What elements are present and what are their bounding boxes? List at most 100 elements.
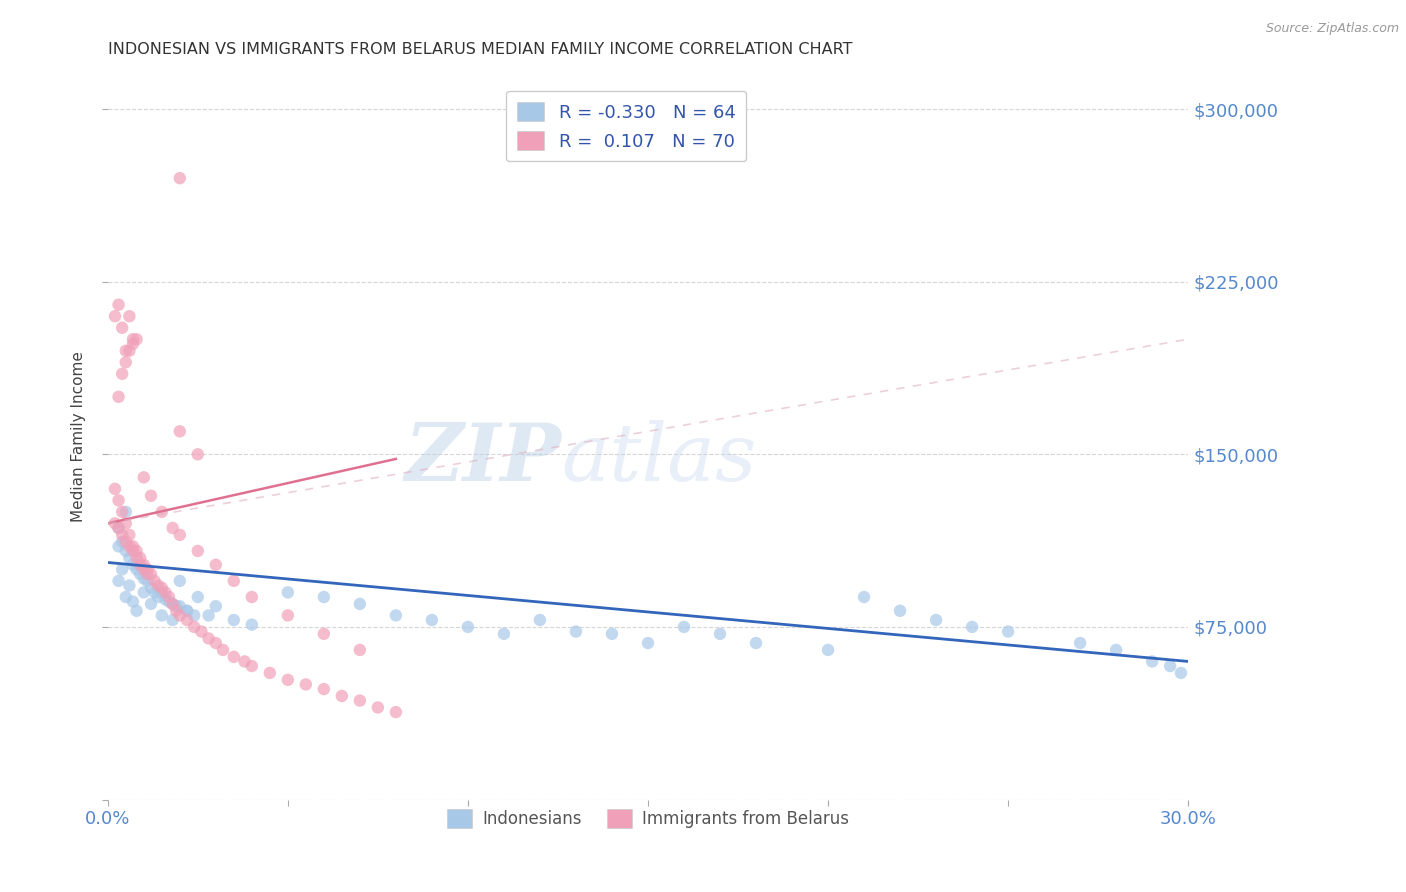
Point xyxy=(240,617,263,632)
Point xyxy=(165,599,187,614)
Point xyxy=(349,693,371,707)
Point xyxy=(107,493,129,508)
Point xyxy=(176,613,198,627)
Point xyxy=(132,562,155,576)
Point xyxy=(139,489,162,503)
Point xyxy=(1140,655,1163,669)
Point xyxy=(104,310,127,324)
Point xyxy=(183,620,205,634)
Point xyxy=(129,550,152,565)
Point xyxy=(150,505,173,519)
Point xyxy=(107,521,129,535)
Point xyxy=(709,627,731,641)
Point xyxy=(197,632,219,646)
Point xyxy=(155,592,177,607)
Point xyxy=(240,659,263,673)
Point xyxy=(162,597,184,611)
Point xyxy=(122,594,145,608)
Point xyxy=(169,608,191,623)
Point xyxy=(139,566,162,581)
Point xyxy=(817,643,839,657)
Point xyxy=(132,585,155,599)
Point xyxy=(111,534,134,549)
Point xyxy=(114,343,136,358)
Point xyxy=(129,558,152,572)
Point xyxy=(204,558,226,572)
Point xyxy=(125,604,148,618)
Point xyxy=(150,585,173,599)
Point xyxy=(277,673,299,687)
Point xyxy=(143,574,166,588)
Point xyxy=(122,544,145,558)
Point xyxy=(136,574,159,588)
Point xyxy=(104,516,127,531)
Point xyxy=(312,627,335,641)
Point xyxy=(233,655,256,669)
Point xyxy=(107,540,129,554)
Point xyxy=(385,608,408,623)
Point xyxy=(222,649,245,664)
Point xyxy=(169,528,191,542)
Point xyxy=(165,604,187,618)
Point xyxy=(162,613,184,627)
Point xyxy=(600,627,623,641)
Point xyxy=(1069,636,1091,650)
Point xyxy=(122,332,145,346)
Point xyxy=(111,528,134,542)
Point xyxy=(492,627,515,641)
Point xyxy=(111,320,134,334)
Text: ZIP: ZIP xyxy=(405,420,561,498)
Point xyxy=(312,681,335,696)
Point xyxy=(132,572,155,586)
Point xyxy=(997,624,1019,639)
Y-axis label: Median Family Income: Median Family Income xyxy=(72,351,86,523)
Point xyxy=(104,482,127,496)
Point xyxy=(118,343,141,358)
Point xyxy=(960,620,983,634)
Point xyxy=(222,574,245,588)
Point xyxy=(222,613,245,627)
Point xyxy=(114,534,136,549)
Point xyxy=(212,643,235,657)
Point xyxy=(565,624,588,639)
Point xyxy=(187,447,209,461)
Point xyxy=(132,558,155,572)
Point xyxy=(672,620,695,634)
Point xyxy=(111,505,134,519)
Point xyxy=(197,608,219,623)
Point xyxy=(155,585,177,599)
Point xyxy=(122,336,145,351)
Point xyxy=(457,620,479,634)
Point xyxy=(129,566,152,581)
Point xyxy=(204,599,226,614)
Point xyxy=(183,608,205,623)
Point xyxy=(122,558,145,572)
Point xyxy=(132,470,155,484)
Point xyxy=(277,608,299,623)
Point xyxy=(295,677,318,691)
Point xyxy=(277,585,299,599)
Point xyxy=(259,665,281,680)
Legend: Indonesians, Immigrants from Belarus: Indonesians, Immigrants from Belarus xyxy=(440,803,855,835)
Point xyxy=(367,700,389,714)
Point xyxy=(169,171,191,186)
Point xyxy=(125,562,148,576)
Point xyxy=(107,521,129,535)
Point xyxy=(148,578,170,592)
Text: INDONESIAN VS IMMIGRANTS FROM BELARUS MEDIAN FAMILY INCOME CORRELATION CHART: INDONESIAN VS IMMIGRANTS FROM BELARUS ME… xyxy=(108,42,852,57)
Point xyxy=(111,367,134,381)
Point xyxy=(169,425,191,439)
Point xyxy=(187,590,209,604)
Point xyxy=(150,608,173,623)
Point xyxy=(139,581,162,595)
Point xyxy=(190,624,212,639)
Point xyxy=(745,636,768,650)
Point xyxy=(176,604,198,618)
Point xyxy=(118,528,141,542)
Point xyxy=(122,540,145,554)
Point xyxy=(889,604,911,618)
Point xyxy=(118,540,141,554)
Point xyxy=(1105,643,1128,657)
Point xyxy=(169,574,191,588)
Point xyxy=(349,643,371,657)
